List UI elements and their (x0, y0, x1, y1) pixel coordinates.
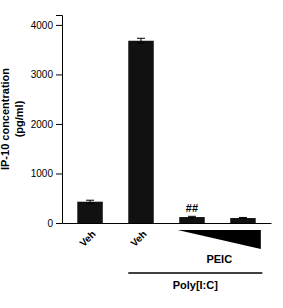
error-bar (86, 200, 94, 203)
bar (179, 217, 204, 223)
bar (128, 41, 153, 223)
y-tick-mark (56, 74, 62, 75)
group-bracket (128, 272, 262, 274)
y-tick: 4000 (31, 20, 62, 31)
error-bar (137, 38, 145, 43)
x-tick: Veh (128, 228, 148, 248)
y-tick-label: 3000 (31, 69, 54, 80)
annotation: ## (186, 202, 198, 214)
error-bar (188, 216, 196, 217)
y-axis: 0 1000 2000 3000 4000 (31, 16, 63, 229)
y-axis-title: IP-10 concentration(pg/ml) (0, 68, 25, 170)
y-axis-title-line: (pg/ml) (13, 100, 25, 137)
y-axis-title-line: IP-10 concentration (0, 68, 11, 170)
y-tick-label: 4000 (31, 20, 54, 31)
x-axis: Veh Veh (63, 224, 272, 249)
error-bar-cap (86, 203, 94, 204)
error-bar-cap (239, 218, 247, 219)
error-bar-line (141, 38, 142, 43)
x-axis-line (63, 223, 272, 224)
x-tick-label: Veh (128, 228, 148, 248)
y-tick-label: 0 (47, 218, 53, 229)
bar (77, 202, 102, 223)
annotation: Poly[I:C] (173, 279, 219, 291)
y-tick: 1000 (31, 168, 62, 179)
x-tick-label: Veh (77, 228, 97, 248)
error-bar-cap (188, 216, 196, 217)
bars (77, 38, 255, 223)
y-tick: 0 (47, 218, 62, 229)
annotation: PEIC (206, 253, 232, 265)
concentration-triangle (178, 230, 261, 249)
y-tick-mark (56, 124, 62, 125)
y-tick-mark (56, 25, 62, 26)
error-bar-cap (137, 43, 145, 44)
error-bar-cap (188, 217, 196, 218)
error-bar (239, 217, 247, 218)
error-bar-cap (86, 200, 94, 201)
plot: 0 1000 2000 3000 4000 Veh Veh ## PEIC Poly[I:C] IP… (0, 16, 272, 292)
y-tick-mark (56, 173, 62, 174)
error-bar-cap (137, 38, 145, 39)
y-axis-line (56, 16, 63, 224)
chart: 0 1000 2000 3000 4000 Veh Veh ## PEIC Poly[I:C] IP… (0, 0, 283, 308)
bar (230, 218, 255, 223)
y-tick-label: 1000 (31, 168, 54, 179)
error-bar-cap (239, 217, 247, 218)
y-tick: 3000 (31, 69, 62, 80)
y-tick-mark (56, 223, 62, 224)
y-tick-label: 2000 (31, 119, 54, 130)
x-tick: Veh (77, 228, 97, 248)
y-tick: 2000 (31, 119, 62, 130)
